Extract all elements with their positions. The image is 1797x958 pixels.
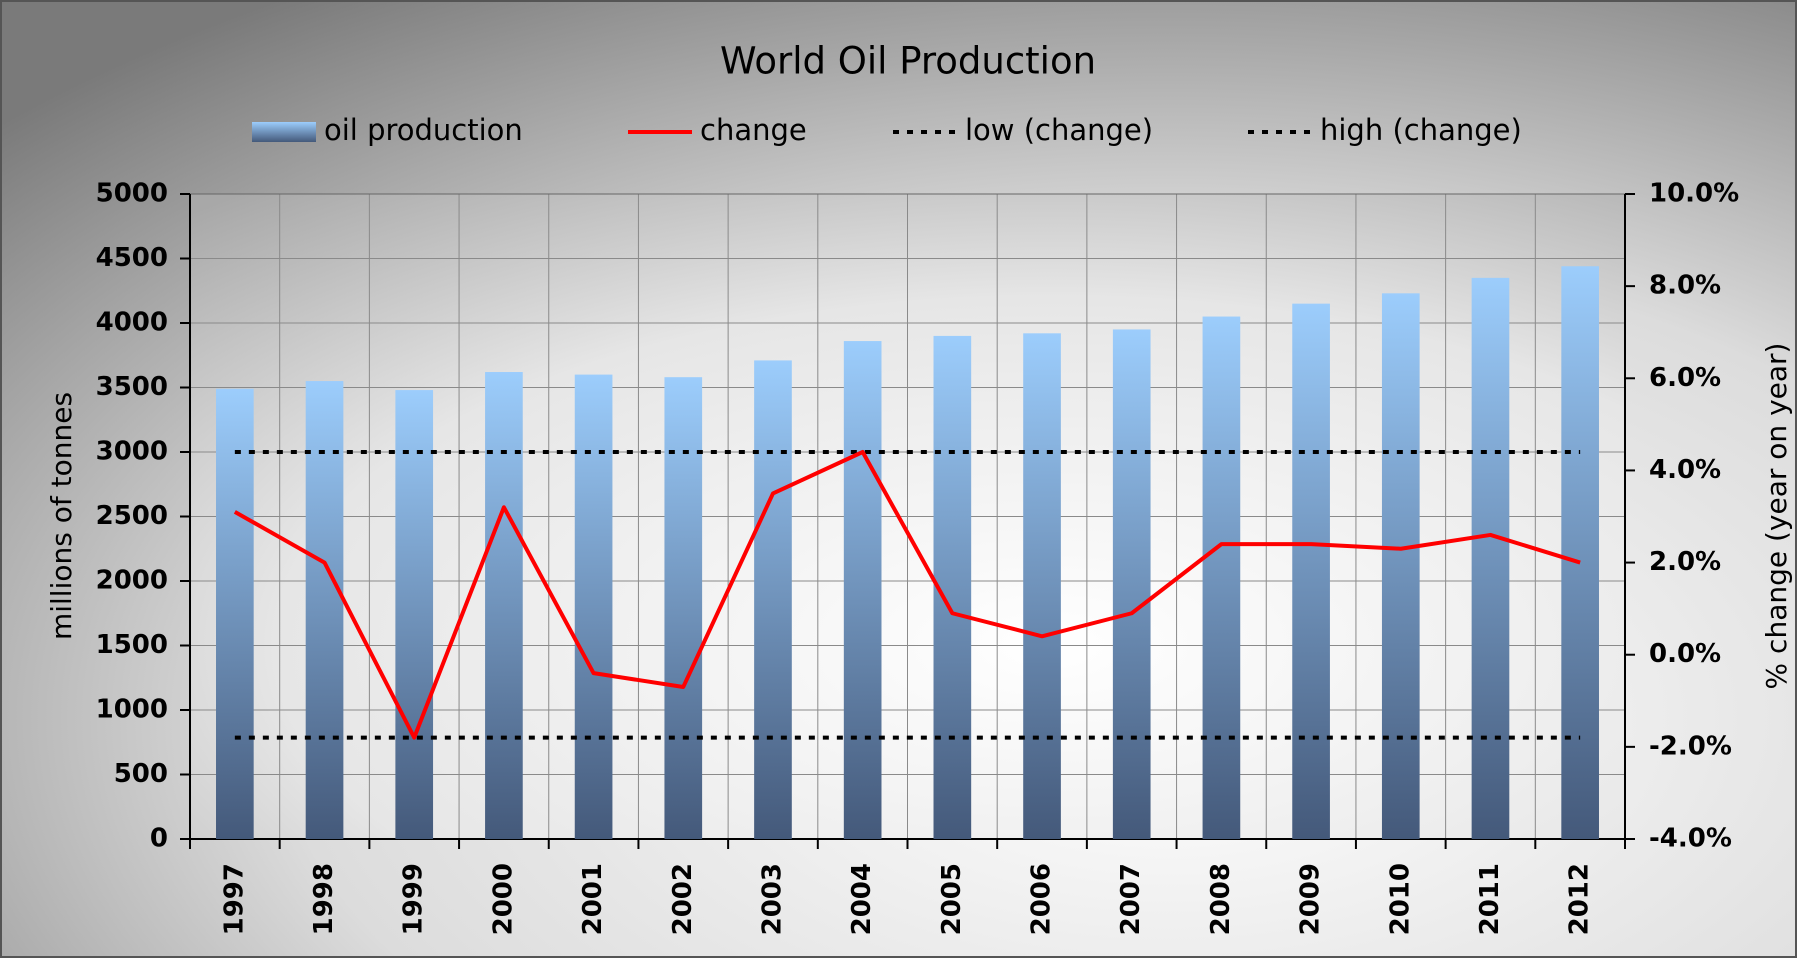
y-tick-label: 500: [114, 759, 168, 789]
y-tick-label: 5000: [96, 179, 168, 209]
y2-tick-label: 10.0%: [1649, 179, 1739, 209]
legend-label: change: [700, 113, 807, 147]
y-tick-label: 3000: [96, 437, 168, 467]
y2-tick-label: -2.0%: [1649, 731, 1732, 761]
x-tick-label: 2010: [1385, 863, 1415, 935]
y2-tick-label: 6.0%: [1649, 363, 1721, 393]
x-tick-label: 2001: [578, 863, 608, 935]
x-tick-label: 1999: [399, 863, 429, 935]
bar: [395, 390, 434, 839]
bar: [754, 360, 792, 839]
y-tick-label: 1000: [96, 695, 168, 725]
x-tick-label: 2012: [1565, 863, 1595, 935]
x-tick-label: 1997: [219, 863, 249, 935]
x-tick-label: 2004: [847, 863, 877, 935]
x-tick-label: 2000: [488, 863, 518, 935]
bar: [1202, 316, 1241, 839]
legend-swatch: [252, 122, 316, 142]
x-tick-label: 2002: [668, 863, 698, 935]
y2-tick-label: 4.0%: [1649, 455, 1721, 485]
y2-axis-label: % change (year on year): [1760, 343, 1793, 690]
legend-label: low (change): [965, 113, 1153, 147]
bar: [1292, 303, 1330, 839]
x-tick-label: 2008: [1206, 863, 1236, 935]
bar: [843, 341, 882, 839]
bar: [485, 372, 523, 839]
bar: [216, 388, 254, 839]
y-tick-label: 2000: [96, 566, 168, 596]
y-tick-label: 0: [150, 824, 168, 854]
bar: [664, 377, 703, 839]
bar: [1112, 329, 1151, 839]
x-tick-label: 2007: [1116, 863, 1146, 935]
bar: [305, 381, 344, 839]
legend-label: high (change): [1320, 113, 1522, 147]
line: [233, 450, 1581, 740]
y2-tick-label: 8.0%: [1649, 271, 1721, 301]
bar: [1561, 266, 1599, 839]
legend-label: oil production: [324, 113, 523, 147]
chart-title: World Oil Production: [720, 40, 1096, 83]
y2-tick-label: -4.0%: [1649, 824, 1732, 854]
bar: [1471, 277, 1510, 840]
x-tick-label: 2003: [757, 863, 787, 935]
y-tick-label: 2500: [96, 501, 168, 531]
y-tick-label: 1500: [96, 630, 168, 660]
bar: [1023, 333, 1061, 839]
x-tick-label: 1998: [309, 863, 339, 935]
y2-tick-label: 0.0%: [1649, 639, 1721, 669]
x-tick-label: 2011: [1475, 863, 1505, 935]
bar: [574, 374, 613, 839]
x-tick-label: 2005: [937, 863, 967, 935]
y-tick-label: 3500: [96, 372, 168, 402]
x-tick-label: 2009: [1296, 863, 1326, 935]
y2-tick-label: 2.0%: [1649, 547, 1721, 577]
y-axis-label: millions of tonnes: [45, 392, 78, 640]
y-tick-label: 4000: [96, 308, 168, 338]
x-tick-label: 2006: [1027, 863, 1057, 935]
y-tick-label: 4500: [96, 243, 168, 273]
bar: [1381, 293, 1420, 840]
